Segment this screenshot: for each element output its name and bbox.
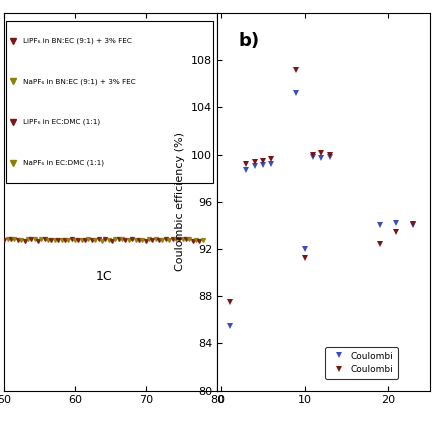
Coulombi [260, 158, 266, 163]
Line: Coulombi: Coulombi [227, 90, 416, 329]
Coulombi [269, 161, 274, 167]
Coulombi [310, 152, 316, 157]
Coulombi [319, 155, 324, 161]
Text: b): b) [238, 32, 260, 50]
Coulombi [243, 168, 249, 173]
Coulombi [394, 220, 399, 226]
Coulombi [411, 223, 416, 228]
Coulombi [327, 152, 332, 157]
Legend: Coulombi, Coulombi: Coulombi, Coulombi [326, 347, 398, 378]
Coulombi [294, 91, 299, 96]
Coulombi [411, 222, 416, 227]
Text: NaPF₆ in BN:EC (9:1) + 3% FEC: NaPF₆ in BN:EC (9:1) + 3% FEC [23, 78, 136, 85]
Text: NaPF₆ in EC:DMC (1:1): NaPF₆ in EC:DMC (1:1) [23, 159, 105, 166]
Y-axis label: Coulombic efficiency (%): Coulombic efficiency (%) [175, 132, 185, 271]
Coulombi [227, 299, 232, 305]
Coulombi [327, 155, 332, 160]
Line: Coulombi: Coulombi [227, 66, 416, 305]
Coulombi [302, 256, 307, 261]
Coulombi [377, 242, 382, 247]
Text: LiPF₆ in EC:DMC (1:1): LiPF₆ in EC:DMC (1:1) [23, 119, 101, 125]
Coulombi [227, 323, 232, 328]
Coulombi [294, 67, 299, 72]
Coulombi [252, 159, 257, 164]
Text: LiPF₆ in BN:EC (9:1) + 3% FEC: LiPF₆ in BN:EC (9:1) + 3% FEC [23, 38, 132, 44]
Coulombi [269, 157, 274, 162]
Coulombi [310, 155, 316, 160]
Coulombi [260, 163, 266, 168]
Coulombi [377, 223, 382, 228]
Coulombi [394, 230, 399, 235]
Coulombi [252, 164, 257, 169]
Coulombi [243, 161, 249, 167]
Coulombi [319, 151, 324, 156]
Bar [7, 20, 213, 183]
Coulombi [302, 247, 307, 252]
Text: 1C: 1C [96, 270, 112, 283]
